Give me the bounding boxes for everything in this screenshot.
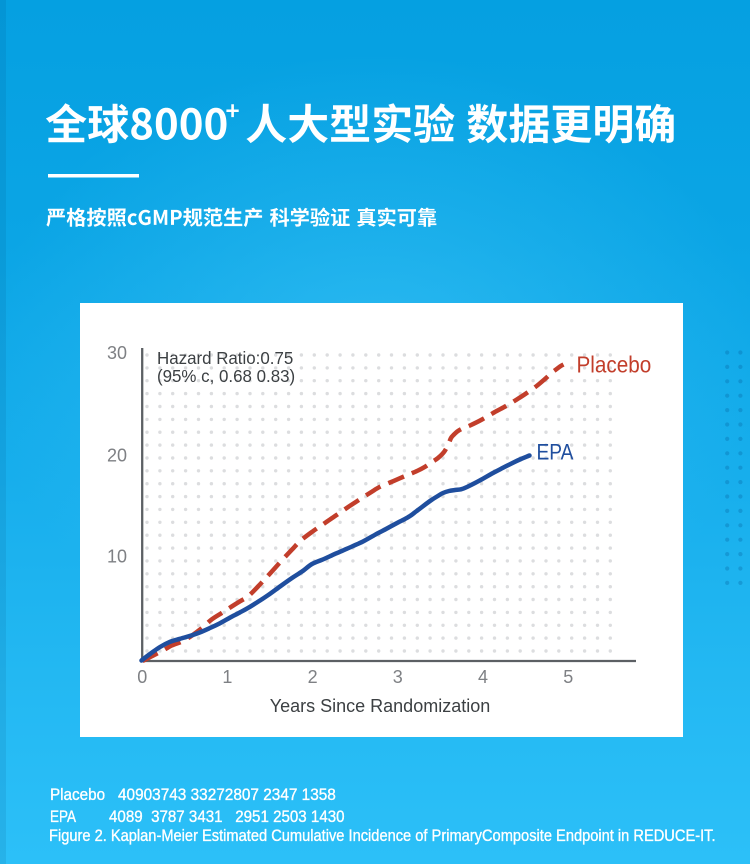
svg-text:Years Since Randomization: Years Since Randomization <box>270 696 490 716</box>
svg-text:(95% c, 0.68 0.83): (95% c, 0.68 0.83) <box>157 366 295 387</box>
svg-text:Hazard Ratio:0.75: Hazard Ratio:0.75 <box>157 348 293 369</box>
svg-text:4: 4 <box>478 667 488 687</box>
svg-text:Placebo: Placebo <box>577 351 652 377</box>
svg-text:30: 30 <box>107 343 127 363</box>
svg-text:0: 0 <box>137 667 147 687</box>
svg-text:EPA: EPA <box>537 440 574 465</box>
svg-text:1: 1 <box>222 667 232 687</box>
svg-text:5: 5 <box>563 667 573 687</box>
svg-text:20: 20 <box>107 446 127 466</box>
svg-text:2: 2 <box>308 667 318 687</box>
svg-text:10: 10 <box>107 547 127 567</box>
svg-text:3: 3 <box>393 667 403 687</box>
